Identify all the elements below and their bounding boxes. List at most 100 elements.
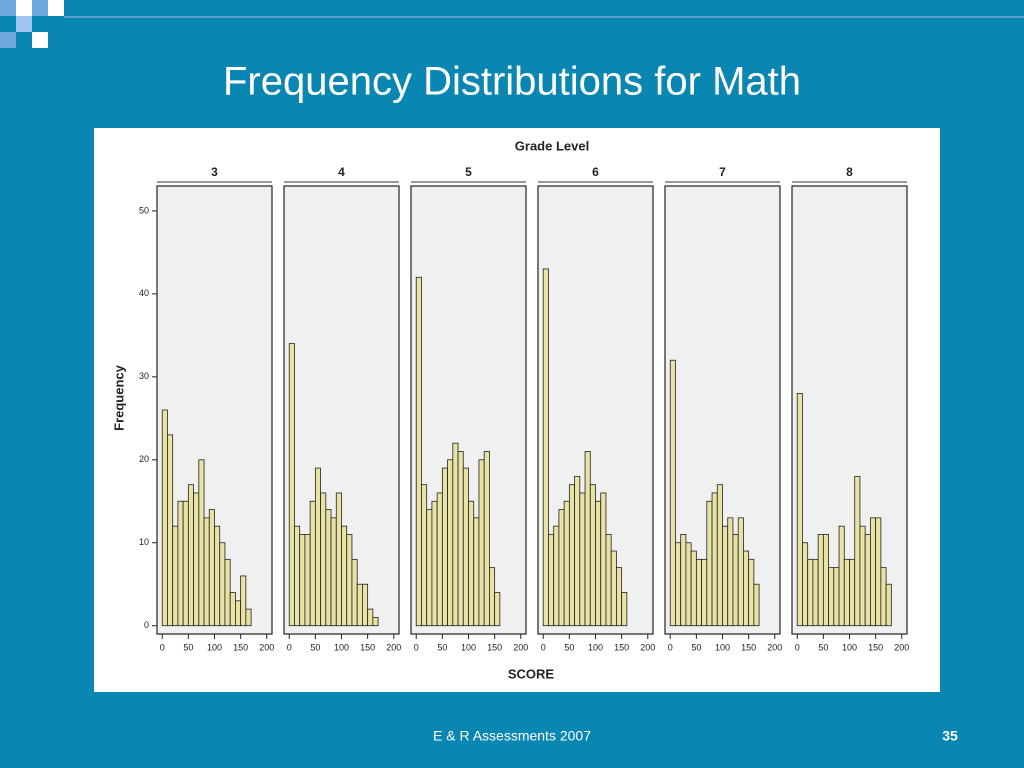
bar bbox=[885, 583, 892, 627]
bar bbox=[320, 492, 327, 627]
bar bbox=[240, 575, 247, 627]
x-tick-label: 200 bbox=[767, 642, 782, 652]
decoration bbox=[0, 0, 1024, 48]
bar bbox=[553, 525, 560, 627]
x-tick-label: 200 bbox=[386, 642, 401, 652]
panel-title: 3 bbox=[211, 165, 218, 179]
bar bbox=[330, 517, 337, 627]
x-tick-label: 50 bbox=[564, 642, 574, 652]
bar bbox=[452, 442, 459, 627]
bar bbox=[807, 558, 814, 627]
bar bbox=[802, 542, 809, 627]
x-tick-label: 100 bbox=[334, 642, 349, 652]
bar bbox=[748, 558, 755, 627]
bar bbox=[843, 558, 850, 627]
bar bbox=[711, 492, 718, 627]
panel-title: 7 bbox=[719, 165, 726, 179]
bar bbox=[558, 509, 565, 627]
panel-title: 6 bbox=[592, 165, 599, 179]
bar bbox=[203, 517, 210, 627]
x-tick-label: 150 bbox=[614, 642, 629, 652]
x-tick-label: 150 bbox=[868, 642, 883, 652]
bar bbox=[584, 451, 591, 627]
bar bbox=[722, 525, 729, 627]
bar bbox=[812, 558, 819, 627]
bar bbox=[864, 534, 871, 627]
bar bbox=[299, 534, 306, 627]
bar bbox=[457, 451, 464, 627]
bar bbox=[314, 467, 321, 627]
bar bbox=[335, 492, 342, 627]
bar bbox=[542, 268, 549, 627]
x-tick-label: 50 bbox=[437, 642, 447, 652]
x-tick-label: 150 bbox=[487, 642, 502, 652]
x-tick-label: 150 bbox=[741, 642, 756, 652]
bar bbox=[494, 592, 501, 627]
bar bbox=[548, 534, 555, 627]
bar bbox=[833, 567, 840, 627]
bar bbox=[817, 534, 824, 627]
bar bbox=[229, 592, 236, 627]
bar bbox=[426, 509, 433, 627]
bar bbox=[235, 600, 242, 627]
bar bbox=[743, 550, 750, 627]
x-tick-label: 100 bbox=[461, 642, 476, 652]
bar bbox=[701, 558, 708, 627]
x-tick-label: 0 bbox=[160, 642, 165, 652]
y-tick-label: 20 bbox=[139, 454, 149, 464]
bar bbox=[294, 525, 301, 627]
bar bbox=[589, 484, 596, 627]
bar bbox=[462, 467, 469, 627]
bar bbox=[621, 592, 628, 627]
bar bbox=[182, 500, 189, 627]
bar bbox=[309, 500, 316, 627]
bar bbox=[685, 542, 692, 627]
x-tick-label: 150 bbox=[360, 642, 375, 652]
y-tick-label: 10 bbox=[139, 537, 149, 547]
bar bbox=[415, 276, 422, 627]
bar bbox=[288, 343, 295, 627]
bar bbox=[870, 517, 877, 627]
bar bbox=[610, 550, 617, 627]
bar bbox=[690, 550, 697, 627]
x-tick-label: 200 bbox=[894, 642, 909, 652]
bar bbox=[600, 492, 607, 627]
slide-title: Frequency Distributions for Math bbox=[223, 60, 801, 104]
y-tick-label: 50 bbox=[139, 205, 149, 215]
bar bbox=[172, 525, 179, 627]
bar bbox=[875, 517, 882, 627]
bar bbox=[187, 484, 194, 627]
bar bbox=[431, 500, 438, 627]
x-tick-label: 50 bbox=[183, 642, 193, 652]
panel-title: 5 bbox=[465, 165, 472, 179]
x-tick-label: 200 bbox=[513, 642, 528, 652]
bar bbox=[224, 558, 231, 627]
bar bbox=[680, 534, 687, 627]
y-tick-label: 30 bbox=[139, 371, 149, 381]
bar bbox=[579, 492, 586, 627]
x-tick-label: 200 bbox=[640, 642, 655, 652]
panel-title: 8 bbox=[846, 165, 853, 179]
bar bbox=[341, 525, 348, 627]
bar bbox=[716, 484, 723, 627]
x-tick-label: 0 bbox=[287, 642, 292, 652]
y-axis-label: Frequency bbox=[111, 364, 126, 431]
bar bbox=[421, 484, 428, 627]
bar bbox=[695, 558, 702, 627]
bar bbox=[880, 567, 887, 627]
bar bbox=[346, 534, 353, 627]
bar bbox=[854, 475, 861, 627]
x-tick-label: 0 bbox=[668, 642, 673, 652]
bar bbox=[605, 534, 612, 627]
bar bbox=[595, 500, 602, 627]
y-tick-label: 40 bbox=[139, 288, 149, 298]
bar bbox=[362, 583, 369, 627]
bar bbox=[208, 509, 215, 627]
bar bbox=[563, 500, 570, 627]
bar bbox=[753, 583, 760, 627]
footer: E & R Assessments 2007 bbox=[433, 728, 591, 744]
bar bbox=[356, 583, 363, 627]
x-tick-label: 200 bbox=[259, 642, 274, 652]
bar bbox=[849, 558, 856, 627]
